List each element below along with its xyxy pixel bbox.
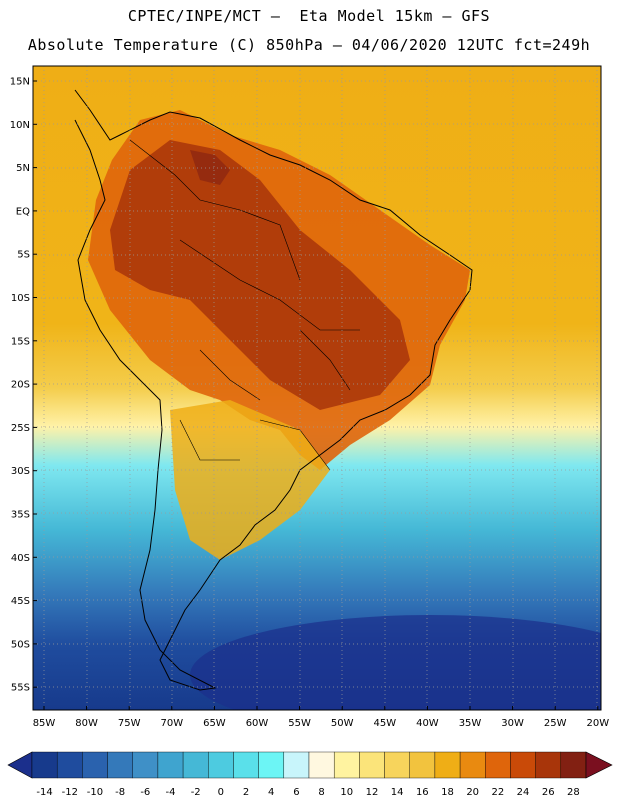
color-bar-tick-label: 4: [268, 787, 274, 798]
color-bar-swatch: [308, 751, 335, 779]
color-bar-tick-label: 2: [243, 787, 249, 798]
color-bar-tick-label: -6: [140, 787, 150, 798]
color-bar-swatch: [485, 751, 511, 779]
color-bar: [7, 751, 613, 779]
color-bar-swatch: [409, 751, 436, 779]
longitude-label: 80W: [75, 718, 98, 729]
color-bar-swatch: [283, 751, 310, 779]
color-bar-tick-label: 10: [340, 787, 353, 798]
color-bar-tick-label: 14: [391, 787, 404, 798]
latitude-label: EQ: [16, 206, 30, 217]
color-bar-tick-label: -4: [166, 787, 176, 798]
color-bar-tick-label: 6: [293, 787, 299, 798]
color-bar-swatch: [132, 751, 159, 779]
color-bar-tick-label: 18: [441, 787, 454, 798]
color-bar-swatch: [258, 751, 285, 779]
latitude-label: 45S: [11, 596, 30, 607]
longitude-label: 30W: [501, 718, 524, 729]
latitude-label: 5S: [17, 250, 30, 261]
latitude-label: 15S: [11, 336, 30, 347]
color-bar-tick-label: 12: [366, 787, 379, 798]
color-bar-swatch: [233, 751, 259, 779]
color-bar-under-arrow: [7, 751, 33, 779]
southern-cone-zone: [170, 400, 330, 560]
color-bar-swatch: [459, 751, 486, 779]
longitude-label: 70W: [160, 718, 183, 729]
color-bar-swatch: [31, 751, 58, 779]
color-bar-swatch: [560, 751, 587, 779]
south-america-coastline: [74, 89, 473, 691]
latitude-label: 5N: [16, 163, 30, 174]
color-bar-swatch: [535, 751, 562, 779]
latitude-labels: 15N 10N 5N EQ 5S 10S 15S 20S 25S 30S 35S 40S 45S 50S 5…: [10, 77, 37, 694]
color-bar-swatch: [182, 751, 209, 779]
longitude-label: 45W: [373, 718, 396, 729]
latitude-label: 30S: [11, 466, 30, 477]
color-bar-tick-label: 8: [318, 787, 324, 798]
color-bar-tick-label: -8: [115, 787, 125, 798]
color-bar-swatch: [82, 751, 108, 779]
hot-interior-zone: [110, 140, 410, 410]
color-bar-swatch: [157, 751, 184, 779]
cold-air-pool: [190, 615, 601, 710]
color-bar-swatch: [333, 751, 360, 779]
longitude-label: 65W: [203, 718, 226, 729]
color-bar-tick-label: -10: [87, 787, 103, 798]
color-bar-tick-label: 16: [416, 787, 429, 798]
latitude-label: 50S: [11, 639, 30, 650]
color-bar-tick-label: 24: [517, 787, 530, 798]
latitude-label: 55S: [11, 683, 30, 694]
color-bar-swatch: [359, 751, 385, 779]
color-bar-tick-label: 28: [567, 787, 580, 798]
color-bar-over-arrow: [585, 751, 613, 779]
color-bar-tick-label: -2: [191, 787, 201, 798]
latitude-label: 10N: [10, 120, 30, 131]
color-bar-tick-label: -12: [62, 787, 78, 798]
latitude-label: 15N: [10, 77, 30, 88]
latitude-label: 40S: [11, 553, 30, 564]
color-bar-tick-label: 20: [466, 787, 479, 798]
longitude-label: 55W: [288, 718, 311, 729]
map-frame: [32, 65, 602, 711]
color-bar-tick-label: 22: [491, 787, 504, 798]
latitude-label: 35S: [11, 510, 30, 521]
longitude-label: 40W: [416, 718, 439, 729]
color-bar-swatch: [107, 751, 133, 779]
color-bar-swatch: [510, 751, 536, 779]
color-bar-tick-label: 26: [542, 787, 555, 798]
color-bar-swatch: [56, 751, 83, 779]
map-title-line-1: CPTEC/INPE/MCT – Eta Model 15km – GFS: [127, 7, 491, 25]
latitude-label: 25S: [11, 423, 30, 434]
hottest-core-zone: [190, 150, 230, 185]
color-bar-tick-label: -14: [36, 787, 52, 798]
longitude-label: 20W: [586, 718, 609, 729]
longitude-label: 85W: [33, 718, 56, 729]
color-bar-swatch: [384, 751, 410, 779]
longitude-labels: 85W 80W 75W 70W 65W 60W 55W 50W 45W 40W 35W 30W 25W 2…: [33, 706, 609, 729]
latitude-label: 10S: [11, 293, 30, 304]
longitude-label: 75W: [118, 718, 141, 729]
color-bar-tick-label: 0: [218, 787, 224, 798]
longitude-label: 25W: [544, 718, 567, 729]
longitude-label: 35W: [459, 718, 482, 729]
country-borders: [129, 139, 360, 471]
color-bar-swatch: [208, 751, 234, 779]
color-bar-ticks: -14 -12 -10 -8 -6 -4 -2 0 2 4 6 8 10 12 14 16 18 20 22 24 26…: [36, 787, 579, 798]
color-bar-swatch: [434, 751, 461, 779]
graticule: [33, 66, 601, 710]
latitude-label: 20S: [11, 380, 30, 391]
longitude-label: 60W: [246, 718, 269, 729]
map-title-line-2: Absolute Temperature (C) 850hPa – 04/06/…: [27, 36, 591, 54]
longitude-label: 50W: [331, 718, 354, 729]
